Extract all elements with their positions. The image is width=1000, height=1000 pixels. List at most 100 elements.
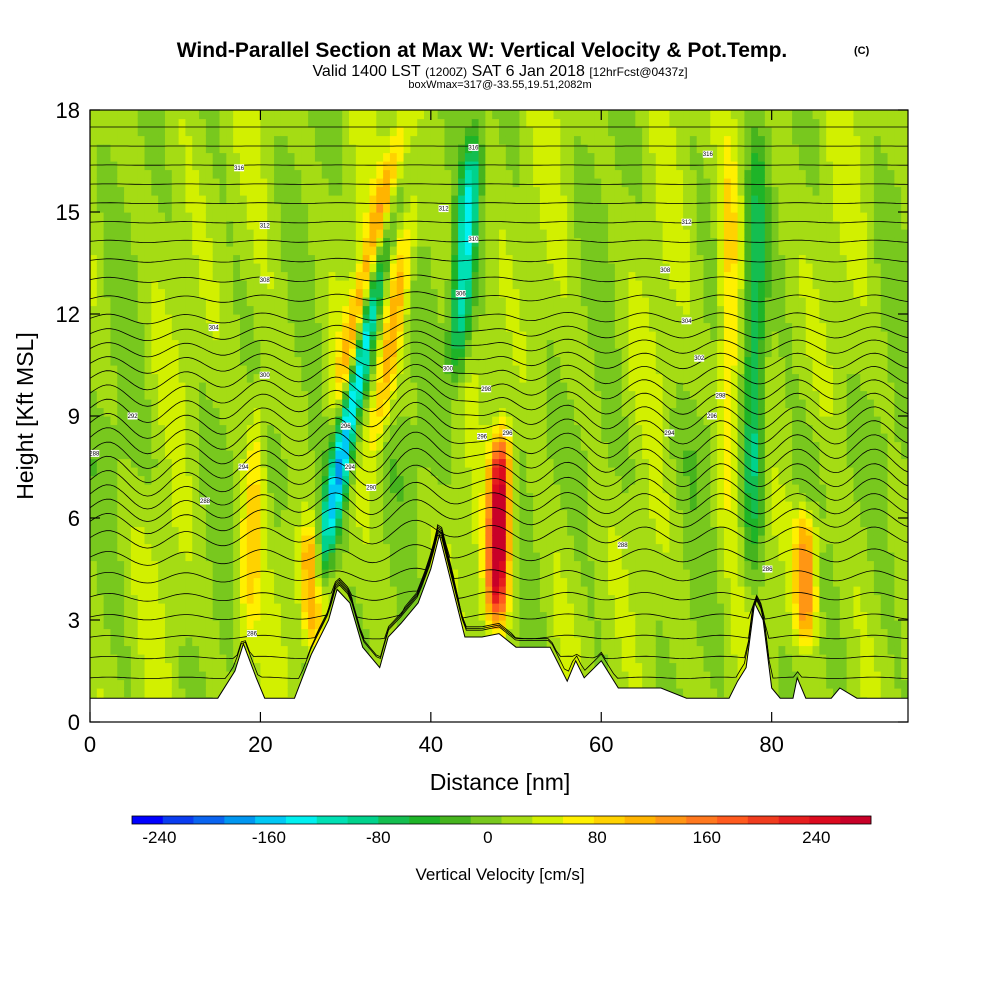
- velocity-cell: [424, 127, 432, 137]
- velocity-cell: [471, 127, 480, 137]
- velocity-cell: [314, 271, 323, 281]
- velocity-cell: [308, 110, 316, 120]
- velocity-cell: [533, 467, 541, 477]
- velocity-cell: [362, 195, 371, 205]
- velocity-cell: [233, 603, 241, 613]
- velocity-cell: [553, 484, 561, 494]
- velocity-cell: [321, 441, 330, 451]
- velocity-cell: [239, 135, 248, 145]
- velocity-cell: [376, 110, 384, 120]
- velocity-cell: [280, 322, 289, 332]
- velocity-cell: [553, 450, 561, 460]
- velocity-cell: [117, 543, 125, 553]
- velocity-cell: [212, 356, 221, 366]
- velocity-cell: [212, 135, 221, 145]
- velocity-cell: [437, 297, 446, 307]
- velocity-cell: [226, 433, 234, 443]
- velocity-cell: [417, 450, 425, 460]
- velocity-cell: [274, 577, 282, 587]
- velocity-cell: [526, 526, 534, 536]
- velocity-cell: [103, 356, 112, 366]
- velocity-cell: [424, 118, 432, 128]
- velocity-cell: [539, 552, 548, 562]
- velocity-cell: [512, 365, 521, 375]
- velocity-cell: [355, 382, 364, 392]
- velocity-cell: [274, 237, 282, 247]
- velocity-cell: [499, 620, 507, 630]
- velocity-cell: [90, 331, 98, 341]
- velocity-cell: [444, 220, 452, 230]
- velocity-cell: [171, 110, 180, 120]
- velocity-cell: [219, 271, 227, 281]
- velocity-cell: [260, 229, 268, 239]
- velocity-cell: [471, 288, 480, 298]
- velocity-cell: [301, 288, 309, 298]
- velocity-cell: [553, 501, 561, 511]
- velocity-cell: [321, 586, 330, 596]
- velocity-cell: [301, 127, 309, 137]
- velocity-cell: [383, 424, 391, 434]
- velocity-cell: [492, 399, 500, 409]
- velocity-cell: [499, 127, 507, 137]
- velocity-cell: [185, 203, 193, 213]
- velocity-cell: [246, 237, 255, 247]
- velocity-cell: [96, 322, 105, 332]
- velocity-cell: [492, 390, 500, 400]
- velocity-cell: [117, 297, 125, 307]
- velocity-cell: [233, 560, 241, 570]
- velocity-cell: [280, 645, 289, 655]
- velocity-cell: [239, 484, 248, 494]
- velocity-cell: [274, 280, 282, 290]
- velocity-cell: [274, 441, 282, 451]
- velocity-cell: [321, 458, 330, 468]
- velocity-cell: [178, 314, 187, 324]
- velocity-cell: [410, 450, 418, 460]
- velocity-cell: [369, 127, 377, 137]
- velocity-cell: [410, 144, 418, 154]
- velocity-cell: [369, 144, 377, 154]
- velocity-cell: [185, 263, 193, 273]
- velocity-cell: [205, 501, 214, 511]
- velocity-cell: [437, 169, 446, 179]
- velocity-cell: [130, 339, 139, 349]
- velocity-cell: [444, 424, 452, 434]
- velocity-cell: [301, 620, 309, 630]
- velocity-cell: [430, 169, 439, 179]
- velocity-cell: [226, 603, 234, 613]
- velocity-cell: [151, 484, 159, 494]
- velocity-cell: [274, 365, 282, 375]
- velocity-cell: [492, 297, 500, 307]
- velocity-cell: [546, 484, 555, 494]
- velocity-cell: [178, 645, 187, 655]
- velocity-cell: [212, 152, 221, 162]
- velocity-cell: [199, 110, 207, 120]
- velocity-cell: [205, 492, 214, 502]
- velocity-cell: [355, 594, 364, 604]
- velocity-cell: [383, 433, 391, 443]
- velocity-cell: [410, 135, 418, 145]
- velocity-cell: [396, 603, 405, 613]
- velocity-cell: [294, 288, 302, 298]
- velocity-cell: [396, 161, 405, 171]
- velocity-cell: [485, 611, 493, 621]
- velocity-cell: [130, 322, 139, 332]
- velocity-cell: [287, 679, 296, 689]
- velocity-cell: [233, 297, 241, 307]
- velocity-cell: [335, 118, 343, 128]
- velocity-cell: [546, 237, 555, 247]
- velocity-cell: [192, 484, 200, 494]
- velocity-cell: [171, 271, 180, 281]
- velocity-cell: [417, 501, 425, 511]
- velocity-cell: [539, 271, 548, 281]
- velocity-cell: [478, 586, 486, 596]
- velocity-cell: [396, 467, 405, 477]
- velocity-cell: [192, 220, 200, 230]
- velocity-cell: [267, 679, 275, 689]
- velocity-cell: [90, 492, 98, 502]
- velocity-cell: [355, 152, 364, 162]
- velocity-cell: [383, 458, 391, 468]
- velocity-cell: [396, 178, 405, 188]
- velocity-cell: [376, 152, 384, 162]
- velocity-cell: [308, 169, 316, 179]
- velocity-cell: [260, 169, 268, 179]
